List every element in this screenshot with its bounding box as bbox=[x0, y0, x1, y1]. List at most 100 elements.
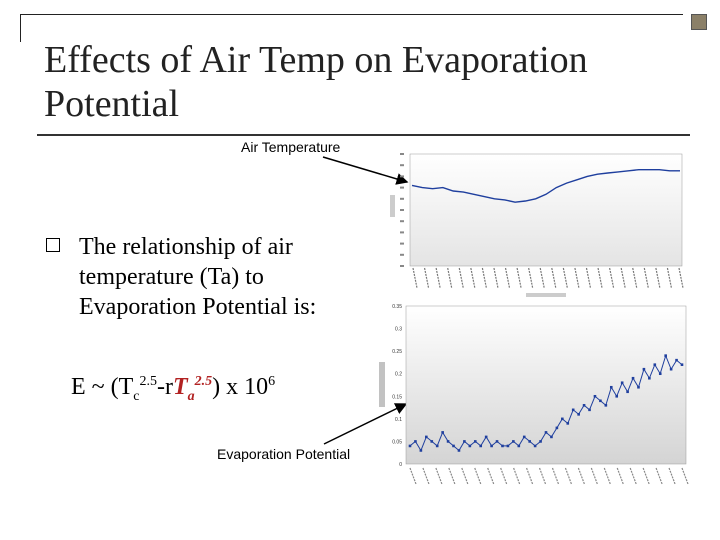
chart2-y-axis-title bbox=[379, 362, 385, 407]
evaporation-point bbox=[446, 440, 450, 443]
evaporation-point bbox=[473, 440, 477, 443]
chart1-y-tick-label bbox=[400, 231, 404, 234]
chart1-x-tick-label bbox=[643, 267, 649, 289]
evaporation-point bbox=[680, 363, 684, 366]
chart1-x-tick-label bbox=[655, 267, 661, 289]
formula-a-sub: a bbox=[187, 388, 195, 404]
evaporation-point bbox=[484, 435, 488, 439]
chart2-x-tick-label bbox=[500, 467, 508, 485]
evaporation-point bbox=[479, 444, 483, 448]
chart2-x-tick-label bbox=[564, 467, 572, 485]
chart1-x-tick-label bbox=[562, 267, 568, 289]
chart1-x-tick-label bbox=[574, 267, 580, 289]
chart1-x-tick-label bbox=[447, 267, 453, 289]
evaporation-point bbox=[609, 385, 613, 389]
chart1-x-tick-label bbox=[678, 267, 684, 289]
chart1-x-tick-label bbox=[435, 267, 441, 289]
formula-tail: ) x 10 bbox=[212, 374, 269, 400]
evaporation-point bbox=[468, 444, 472, 448]
chart2-x-tick-label bbox=[487, 467, 495, 485]
evaporation-point bbox=[539, 440, 542, 443]
chart1-x-tick-label bbox=[597, 267, 603, 289]
evaporation-point bbox=[408, 444, 412, 448]
formula-ten-exp: 6 bbox=[268, 374, 276, 389]
chart2-x-tick-label bbox=[590, 467, 598, 485]
chart2-x-tick-label bbox=[629, 467, 637, 485]
evaporation-point bbox=[506, 444, 510, 448]
chart1-x-tick-label bbox=[551, 267, 557, 289]
formula-lead: E ~ (T bbox=[71, 374, 134, 400]
chart2-x-tick-label bbox=[526, 467, 534, 485]
chart1-x-tick-label bbox=[458, 267, 464, 289]
evaporation-point bbox=[577, 413, 580, 416]
evaporation-point bbox=[675, 358, 678, 362]
chart2-x-tick-label bbox=[577, 467, 585, 485]
evaporation-point bbox=[495, 440, 499, 443]
evaporation-point bbox=[419, 449, 423, 452]
chart1-x-tick-label bbox=[666, 267, 673, 289]
evaporation-point bbox=[615, 394, 619, 398]
evaporation-point bbox=[414, 440, 417, 443]
chart2-y-tick-label: 0.1 bbox=[395, 417, 402, 423]
chart2-y-tick-label: 0.05 bbox=[392, 439, 402, 445]
evaporation-point bbox=[452, 444, 455, 448]
evaporation-point bbox=[441, 431, 444, 434]
chart1-y-axis-title bbox=[390, 195, 395, 217]
evaporation-point bbox=[533, 444, 537, 448]
title-rule bbox=[37, 134, 690, 136]
chart2-x-tick-label bbox=[681, 467, 689, 485]
evaporation-point bbox=[658, 372, 662, 376]
chart2-y-ticks: 0.35 0.3 0.25 0.2 0.15 0.1 0.05 0 bbox=[392, 304, 402, 468]
formula-c-exp: 2.5 bbox=[139, 374, 158, 389]
evaporation-point bbox=[544, 431, 548, 434]
chart2-x-tick-label bbox=[448, 467, 456, 485]
chart2-x-tick-label bbox=[474, 467, 482, 485]
formula-minus-r: -r bbox=[157, 374, 173, 400]
chart2-x-tick-label bbox=[603, 467, 611, 485]
chart2-x-tick-label bbox=[461, 467, 469, 485]
corner-square-decoration bbox=[691, 14, 707, 30]
chart2-y-tick-label: 0.3 bbox=[395, 327, 402, 333]
evaporation-point bbox=[582, 404, 586, 407]
chart2-x-tick-label bbox=[668, 467, 676, 485]
chart1-x-tick-label bbox=[539, 267, 545, 289]
evaporation-point bbox=[637, 385, 640, 389]
evaporation-point bbox=[501, 444, 504, 448]
chart2-x-tick-label bbox=[538, 467, 547, 485]
chart1-x-tick-label bbox=[516, 267, 522, 289]
chart1-x-tick-label bbox=[632, 267, 638, 289]
evaporation-point bbox=[593, 394, 597, 398]
evaporation-potential-chart: 0.35 0.3 0.25 0.2 0.15 0.1 0.05 0 bbox=[379, 304, 689, 485]
chart1-x-tick-label bbox=[470, 267, 476, 289]
chart1-x-tick-label bbox=[620, 267, 626, 289]
evaporation-point bbox=[561, 417, 564, 421]
evaporation-point bbox=[517, 444, 521, 448]
evaporation-point bbox=[642, 367, 646, 371]
chart1-x-tick-label bbox=[412, 267, 418, 289]
evaporation-point bbox=[566, 422, 570, 425]
chart1-y-tick-label bbox=[400, 186, 404, 189]
evaporation-point bbox=[490, 444, 493, 448]
chart1-x-axis-title bbox=[526, 293, 566, 297]
evaporation-point bbox=[669, 367, 673, 371]
chart2-x-tick-label bbox=[409, 467, 417, 485]
chart1-x-tick-label bbox=[609, 267, 615, 289]
chart2-y-tick-label: 0.15 bbox=[392, 394, 402, 400]
chart2-x-tick-label bbox=[435, 467, 443, 485]
slide-frame-left bbox=[20, 14, 21, 42]
air-temperature-arrow bbox=[322, 156, 409, 185]
evaporation-point bbox=[604, 404, 608, 407]
chart1-y-tick-label bbox=[400, 164, 404, 167]
evaporation-point bbox=[626, 390, 629, 394]
evaporation-point bbox=[571, 408, 575, 412]
evaporation-point bbox=[648, 376, 651, 380]
chart1-x-tick-label bbox=[493, 267, 499, 289]
formula-a-exp: 2.5 bbox=[194, 374, 213, 389]
chart1-y-tick-label bbox=[400, 197, 404, 200]
bullet-square-icon bbox=[46, 238, 60, 252]
chart1-x-tick-label bbox=[504, 267, 511, 289]
chart2-x-tick-label bbox=[422, 467, 430, 485]
evaporation-potential-arrow bbox=[323, 403, 408, 445]
evaporation-point bbox=[620, 381, 624, 385]
evaporation-point bbox=[430, 440, 434, 443]
